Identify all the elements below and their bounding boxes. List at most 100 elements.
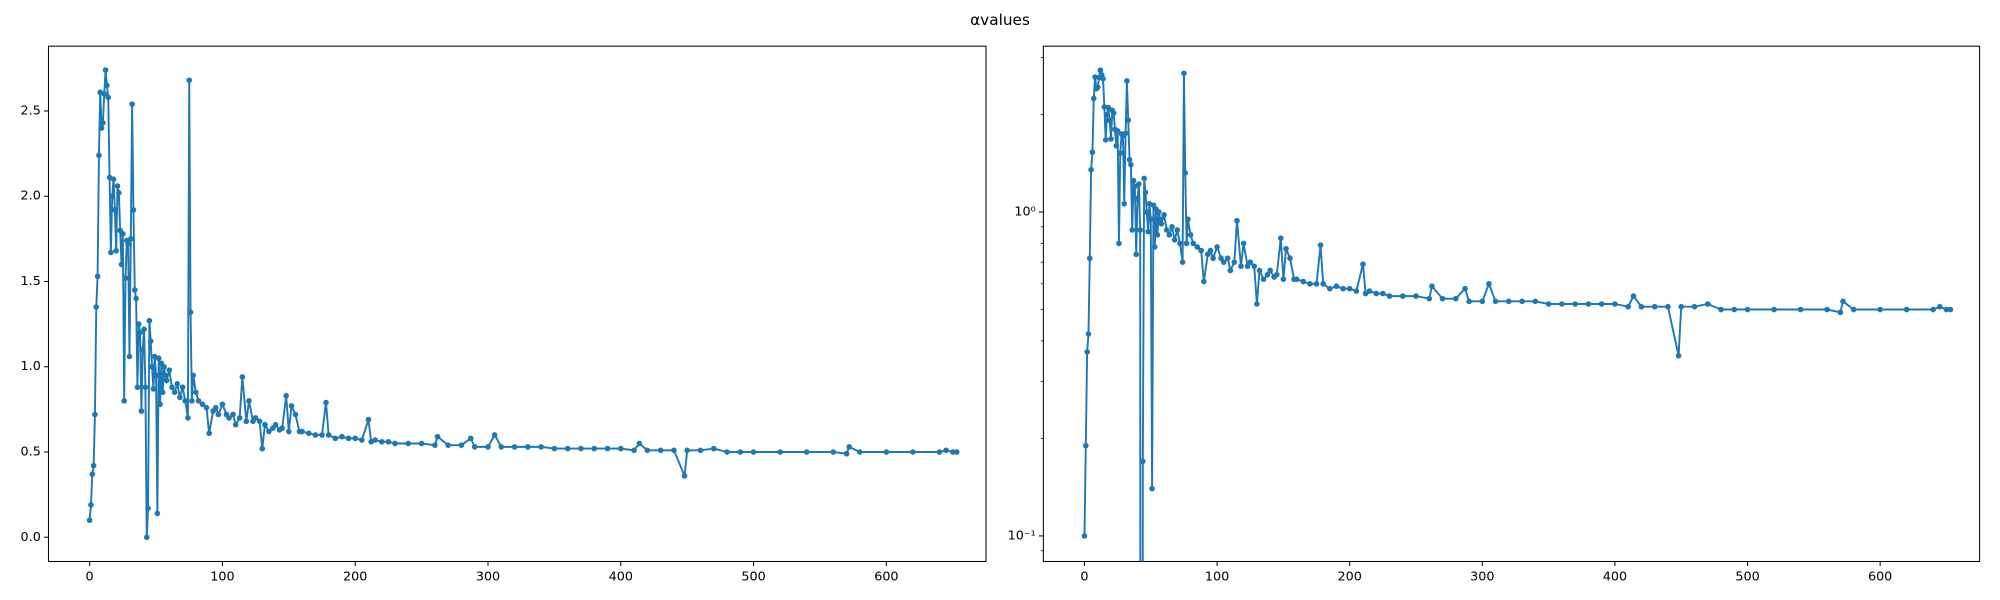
point [145, 505, 151, 512]
point [1837, 309, 1844, 316]
point [177, 394, 183, 401]
point [127, 236, 134, 242]
point [1251, 263, 1258, 270]
point [551, 445, 558, 452]
point [1947, 306, 1954, 313]
series-line [88, 69, 957, 538]
point [105, 94, 112, 101]
point [1317, 242, 1324, 248]
point [1824, 306, 1830, 313]
point [1157, 216, 1163, 223]
point [1466, 298, 1472, 305]
point [1704, 301, 1711, 307]
point [169, 384, 175, 391]
point [1154, 232, 1161, 238]
point [118, 261, 125, 268]
point [1133, 251, 1140, 258]
point [1117, 150, 1124, 156]
point [1267, 267, 1273, 274]
point [162, 372, 169, 379]
point [94, 273, 101, 280]
point [1134, 195, 1141, 202]
point [1081, 533, 1088, 539]
point [843, 450, 850, 457]
point [129, 101, 135, 107]
point [104, 82, 110, 89]
point [135, 321, 142, 327]
point [1140, 458, 1146, 465]
axes-frame [1042, 45, 1981, 562]
point [101, 91, 108, 97]
point [109, 193, 116, 200]
point [1731, 306, 1738, 313]
point [1373, 290, 1380, 297]
point [88, 502, 94, 508]
point [1084, 349, 1090, 355]
point [189, 398, 195, 404]
point [405, 440, 412, 447]
point [139, 346, 146, 353]
point [1149, 485, 1155, 492]
point [1943, 306, 1950, 313]
point [1326, 285, 1333, 292]
point [323, 399, 329, 406]
point [1089, 149, 1096, 155]
point [266, 428, 272, 435]
point [89, 471, 96, 477]
point [1240, 240, 1247, 247]
point [1141, 175, 1147, 182]
figure-title: αvalues [970, 11, 1030, 29]
point [1130, 177, 1137, 184]
point [1105, 104, 1112, 111]
point [1287, 255, 1293, 262]
point [147, 338, 154, 344]
point [1452, 295, 1459, 302]
point [150, 386, 157, 392]
point [154, 510, 161, 517]
point [286, 428, 292, 435]
point [525, 444, 531, 450]
point [1264, 271, 1271, 278]
point [215, 411, 222, 418]
point [1572, 301, 1578, 307]
point [1183, 240, 1190, 247]
point [671, 447, 677, 454]
point [538, 444, 544, 450]
point [325, 432, 332, 438]
point [155, 355, 162, 362]
point [1179, 259, 1186, 265]
point [1293, 276, 1300, 283]
x-tick-label: 0 [86, 569, 94, 584]
point [332, 435, 339, 442]
point [1169, 224, 1175, 230]
point [161, 363, 167, 370]
point [1194, 244, 1201, 250]
x-tick-label: 300 [476, 569, 500, 584]
point [1320, 281, 1326, 287]
point [710, 445, 717, 452]
point [385, 438, 392, 445]
x-tick-label: 500 [741, 569, 765, 584]
point [604, 445, 611, 452]
point [1238, 263, 1244, 270]
point [141, 326, 147, 333]
point [345, 435, 352, 442]
point [110, 176, 117, 182]
point [195, 398, 202, 404]
point [1231, 259, 1238, 265]
y-tick-label: 10⁻¹ [1008, 528, 1036, 543]
point [1150, 202, 1157, 208]
point [1797, 306, 1804, 313]
point [830, 449, 837, 455]
point [1346, 285, 1353, 292]
point [1142, 189, 1149, 196]
point [86, 517, 93, 524]
point [226, 415, 232, 421]
point [1224, 255, 1231, 262]
point [108, 249, 114, 256]
point [591, 445, 598, 452]
point [1462, 285, 1468, 292]
point [246, 398, 252, 404]
y-tick-label: 1.5 [21, 274, 41, 289]
point [171, 389, 178, 396]
